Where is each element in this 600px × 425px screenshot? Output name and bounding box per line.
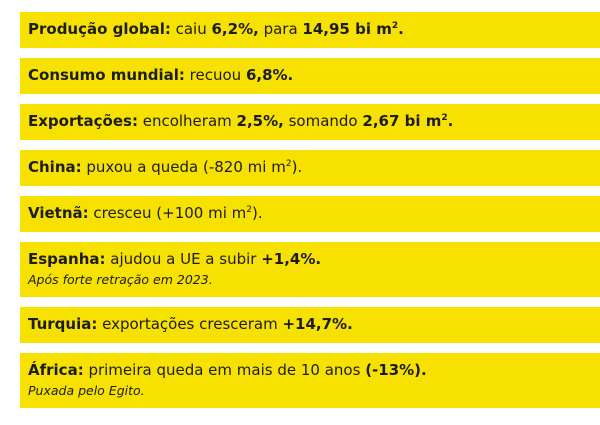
fact-line: Espanha: ajudou a UE a subir +1,4%. xyxy=(28,250,592,269)
fact-box: Turquia: exportações cresceram +14,7%. xyxy=(20,307,600,343)
fact-box: Espanha: ajudou a UE a subir +1,4%. Após … xyxy=(20,242,600,297)
text: primeira queda em mais de 10 anos xyxy=(83,361,366,379)
bold-text: China: xyxy=(28,158,82,176)
text: ajudou a UE a subir xyxy=(105,250,262,268)
note: Puxada pelo Egito. xyxy=(28,383,145,398)
fact-box: China: puxou a queda (-820 mi m2). xyxy=(20,150,600,186)
fact-line: Exportações: encolheram 2,5%, somando 2,… xyxy=(28,112,592,131)
note: Após forte retração em 2023. xyxy=(28,272,213,287)
text: puxou a queda (-820 mi m xyxy=(81,158,286,176)
text: somando xyxy=(283,112,363,130)
bold-text: África: xyxy=(28,361,84,379)
bold-text: Espanha: xyxy=(28,250,106,268)
text: para xyxy=(258,20,303,38)
text: encolheram xyxy=(137,112,237,130)
fact-line: Turquia: exportações cresceram +14,7%. xyxy=(28,315,592,334)
bold-text: Vietnã: xyxy=(28,204,89,222)
bold-text: . xyxy=(447,112,454,130)
bold-text: 14,95 bi m xyxy=(302,20,392,38)
bold-text: Turquia: xyxy=(28,315,98,333)
superscript: 2 xyxy=(285,159,292,169)
fact-line: Vietnã: cresceu (+100 mi m2). xyxy=(28,204,592,223)
bold-text: 6,2%, xyxy=(211,20,259,38)
text: exportações cresceram xyxy=(97,315,283,333)
fact-box: Vietnã: cresceu (+100 mi m2). xyxy=(20,196,600,232)
fact-line: China: puxou a queda (-820 mi m2). xyxy=(28,158,592,177)
bold-text: (-13%). xyxy=(365,361,427,379)
bold-text: +14,7%. xyxy=(282,315,353,333)
fact-line: África: primeira queda em mais de 10 ano… xyxy=(28,361,592,380)
text: cresceu (+100 mi m xyxy=(88,204,247,222)
bold-text: . xyxy=(398,20,404,38)
fact-line: Consumo mundial: recuou 6,8%. xyxy=(28,66,592,85)
bold-text: 2,67 bi m xyxy=(362,112,442,130)
superscript: 2 xyxy=(391,21,399,31)
text: ). xyxy=(291,158,303,176)
text: caiu xyxy=(170,20,212,38)
fact-box: Exportações: encolheram 2,5%, somando 2,… xyxy=(20,104,600,140)
bold-text: Exportações: xyxy=(28,112,138,130)
fact-list: Produção global: caiu 6,2%, para 14,95 b… xyxy=(20,12,600,408)
fact-box: África: primeira queda em mais de 10 ano… xyxy=(20,353,600,408)
bold-text: 2,5%, xyxy=(236,112,284,130)
bold-text: +1,4%. xyxy=(261,250,322,268)
text: recuou xyxy=(184,66,246,84)
fact-box: Consumo mundial: recuou 6,8%. xyxy=(20,58,600,94)
bold-text: 6,8%. xyxy=(245,66,294,84)
fact-line: Produção global: caiu 6,2%, para 14,95 b… xyxy=(28,20,592,39)
superscript: 2 xyxy=(441,113,448,123)
fact-box: Produção global: caiu 6,2%, para 14,95 b… xyxy=(20,12,600,48)
superscript: 2 xyxy=(246,205,252,215)
text: ). xyxy=(252,204,263,222)
bold-text: Produção global: xyxy=(28,20,171,38)
bold-text: Consumo mundial: xyxy=(28,66,185,84)
